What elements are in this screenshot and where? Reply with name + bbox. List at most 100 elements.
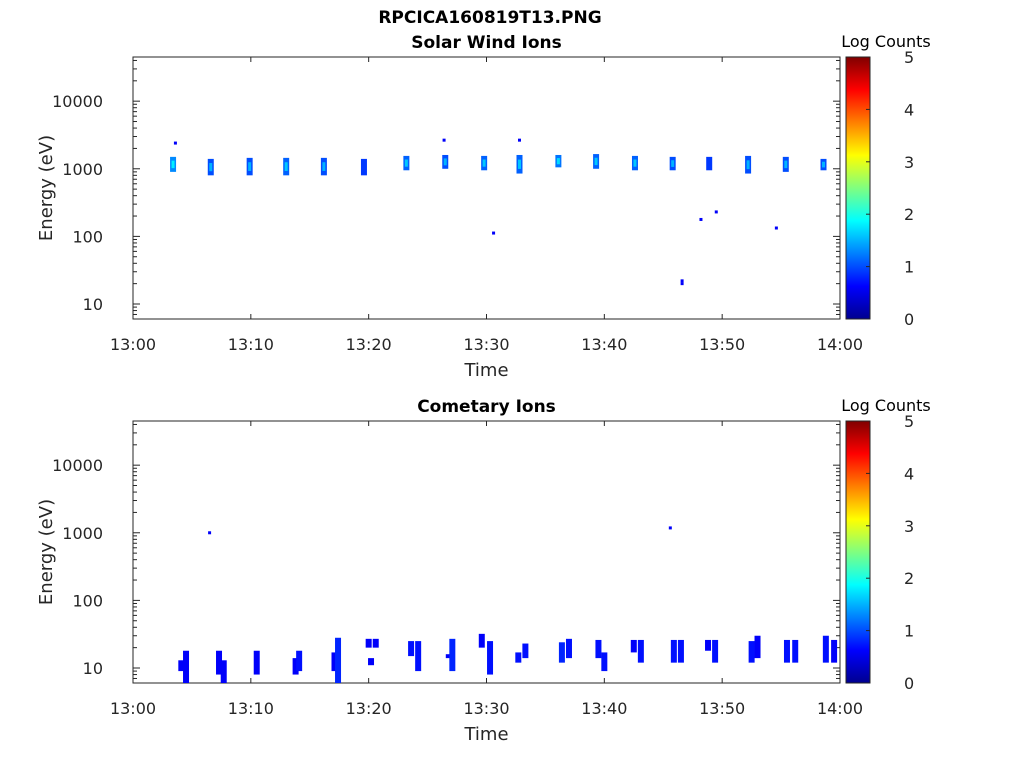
panel-1-colorbar-label: Log Counts (841, 32, 931, 51)
panel-1-colorbar-tick-label: 4 (904, 100, 914, 119)
panel-2-colorbar (845, 420, 871, 684)
panel-1-colorbar-tick-label: 3 (904, 153, 914, 172)
panel-2-colorbar-tick-label: 5 (904, 412, 914, 431)
panel-1-axes-box (132, 56, 841, 320)
panel-2-data-cell (487, 641, 494, 675)
panel-2-data-cell (415, 641, 422, 672)
panel-1-x-tick-label: 13:30 (463, 335, 509, 354)
panel-2-data-cell (558, 642, 565, 663)
panel-1-data-dot (774, 226, 778, 230)
panel-2-y-tick-label: 10 (83, 659, 103, 678)
panel-2-x-tick-label: 13:40 (581, 699, 627, 718)
panel-2-x-tick-label: 13:30 (463, 699, 509, 718)
panel-1-data-dot (492, 231, 496, 235)
panel-1-data-cell (360, 158, 367, 176)
panel-2-data-cell (408, 641, 415, 657)
panel-2-data-cell (335, 637, 342, 683)
panel-1-x-axis-label: Time (463, 360, 508, 381)
panel-1-data-dot (714, 210, 718, 214)
panel-1-data-cell-core (746, 160, 750, 170)
panel-2-y-tick-label: 1000 (62, 524, 103, 543)
panel-2-data-cell (637, 639, 644, 663)
panel-1-data-cell-core (633, 159, 637, 167)
panel-1-y-tick-label: 1000 (62, 160, 103, 179)
panel-1-data-dot (517, 138, 521, 142)
panel-2-data-cell (712, 639, 719, 663)
panel-2-data-cell (515, 652, 522, 663)
panel-1-colorbar-tick-label: 1 (904, 258, 914, 277)
panel-2-axes-box (132, 420, 841, 684)
panel-2-data-cell (216, 650, 223, 675)
panel-2-x-tick-label: 13:20 (346, 699, 392, 718)
panel-1-y-axis-label: Energy (eV) (36, 135, 57, 241)
panel-1-data-dot (442, 138, 446, 142)
panel-1-x-tick-label: 13:50 (699, 335, 745, 354)
panel-1-colorbar (845, 56, 871, 320)
panel-1-data-dot (680, 279, 684, 283)
panel-1-data-cell-core (517, 159, 521, 169)
panel-1-x-tick-label: 13:10 (228, 335, 274, 354)
panel-1-data-cell-core (322, 162, 326, 171)
panel-1-data-cell-core (404, 159, 408, 167)
panel-1-x-tick-label: 14:00 (817, 335, 863, 354)
panel-2-colorbar-tick-label: 3 (904, 517, 914, 536)
panel-2-data-cell (183, 650, 190, 683)
panel-2-y-tick-label: 100 (72, 591, 103, 610)
panel-1-data-cell-core (284, 162, 288, 171)
panel-2-colorbar-tick-label: 2 (904, 569, 914, 588)
figure-title: RPCICA160819T13.PNG (378, 8, 602, 28)
panel-1-data-cell-core (482, 159, 486, 167)
panel-1-data-dot (680, 282, 684, 286)
panel-2-data-cell (522, 643, 529, 659)
panel-1-data-cell-core (784, 160, 788, 169)
panel-2-data-cell (253, 650, 260, 675)
panel-1-y-tick-label: 10 (83, 295, 103, 314)
panel-2-title: Cometary Ions (417, 397, 556, 417)
panel-1-data-cell-core (209, 163, 213, 172)
panel-2-data-cell (331, 652, 338, 672)
panel-2-y-axis-label: Energy (eV) (36, 499, 57, 605)
panel-2-data-cell (368, 658, 375, 666)
panel-2-data-cell (705, 639, 712, 651)
panel-1-data-cell-core (171, 160, 175, 169)
panel-1-data-cell-core (822, 161, 826, 168)
panel-2-data-cell (831, 639, 838, 663)
panel-2-y-tick-label: 10000 (52, 456, 103, 475)
panel-2-x-axis-label: Time (463, 724, 508, 745)
panel-2-x-tick-label: 13:00 (110, 699, 156, 718)
panel-1-data-cell-core (248, 162, 252, 171)
panel-1-title: Solar Wind Ions (411, 33, 562, 53)
panel-2-data-cell (783, 639, 790, 663)
panel-1-data-cell-core (594, 157, 598, 166)
panel-1-data-cell-core (443, 158, 447, 166)
panel-1-y-tick-label: 10000 (52, 92, 103, 111)
panel-1-data-cell (706, 156, 713, 171)
panel-1-colorbar-tick-label: 5 (904, 48, 914, 67)
panel-2-data-cell (792, 639, 799, 663)
panel-1-data-dot (173, 141, 177, 145)
panel-2-data-cell (677, 639, 684, 663)
panel-2-data-cell (220, 660, 227, 683)
panel-2-x-tick-label: 14:00 (817, 699, 863, 718)
panel-2-data-cell (478, 633, 485, 648)
panel-2-x-tick-label: 13:10 (228, 699, 274, 718)
panel-2-data-cell (292, 658, 299, 675)
panel-2-data-cell (601, 652, 608, 672)
panel-2-data-cell (748, 641, 755, 663)
panel-2-x-tick-label: 13:50 (699, 699, 745, 718)
panel-2-colorbar-tick-label: 4 (904, 464, 914, 483)
panel-2-data-cell (630, 639, 637, 653)
panel-1-y-tick-label: 100 (72, 227, 103, 246)
panel-1-colorbar-tick-label: 0 (904, 310, 914, 329)
panel-1-data-dot (699, 217, 703, 221)
panel-1-data-cell-core (671, 160, 675, 167)
panel-2-data-cell (372, 638, 379, 648)
panel-2-colorbar-label: Log Counts (841, 396, 931, 415)
panel-2-data-cell (754, 635, 761, 659)
panel-2-data-dot (668, 526, 672, 530)
panel-2-data-cell (296, 650, 303, 672)
panel-2-data-cell (365, 638, 372, 648)
panel-2-data-cell (595, 639, 602, 659)
